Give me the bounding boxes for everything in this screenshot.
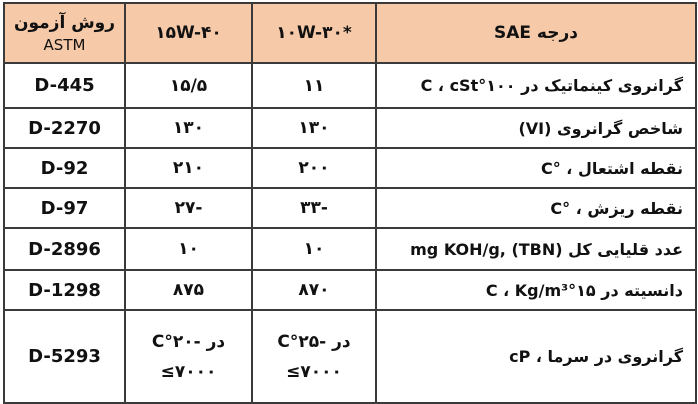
table-row: D-2270 ۱۳۰ ۱۳۰ شاخص گرانروی (VI) [3,107,697,149]
grade-10w30-cell: ۸۷۰ [251,269,377,311]
grade-10w30-cell: در -۲۵°C ≤۷۰۰۰ [251,309,377,404]
property-cell: گرانروی کینماتیک در ۱۰۰°C ، cSt [375,62,697,109]
oil-spec-table: روش آزمون ASTM ۱۵W-۴۰ ۱۰W-۳۰* درجه SAE D… [3,2,697,404]
header-row: روش آزمون ASTM ۱۵W-۴۰ ۱۰W-۳۰* درجه SAE [3,2,697,64]
table-row: D-445 ۱۵/۵ ۱۱ گرانروی کینماتیک در ۱۰۰°C … [3,62,697,109]
grade-15w40-cell: ۱۵/۵ [124,62,253,109]
grade-10w30-cell: ۱۰ [251,227,377,271]
grade-15w40-cell: -۲۷ [124,187,253,229]
grade-10w30-limit: ≤۷۰۰۰ [286,361,342,382]
header-astm-sub: ASTM [43,36,86,54]
grade-15w40-limit: ≤۷۰۰۰ [160,361,217,382]
header-astm: روش آزمون ASTM [3,2,126,64]
table-row: D-97 -۲۷ -۳۳ نقطه ریزش ، °C [3,187,697,229]
property-cell: گرانروی در سرما ، cP [375,309,697,404]
table-row: D-2896 ۱۰ ۱۰ عدد قلیایی کل (TBN) ,mg KOH… [3,227,697,271]
grade-10w30-cell: ۲۰۰ [251,147,377,189]
grade-15w40-temp: در -۲۰°C [151,331,226,352]
grade-15w40-cell: در -۲۰°C ≤۷۰۰۰ [124,309,253,404]
grade-15w40-cell: ۱۳۰ [124,107,253,149]
header-grade-10w30: ۱۰W-۳۰* [251,2,377,64]
astm-cell: D-2896 [3,227,126,271]
header-astm-title: روش آزمون [13,13,116,33]
property-cell: شاخص گرانروی (VI) [375,107,697,149]
property-cell: دانسیته در ۱۵°C ، Kg/m³ [375,269,697,311]
astm-cell: D-2270 [3,107,126,149]
property-cell: نقطه اشتعال ، °C [375,147,697,189]
astm-cell: D-92 [3,147,126,189]
table-row: D-92 ۲۱۰ ۲۰۰ نقطه اشتعال ، °C [3,147,697,189]
astm-cell: D-445 [3,62,126,109]
header-property: درجه SAE [375,2,697,64]
astm-cell: D-97 [3,187,126,229]
grade-10w30-cell: ۱۱ [251,62,377,109]
grade-15w40-cell: ۸۷۵ [124,269,253,311]
grade-10w30-temp: در -۲۵°C [277,331,351,352]
astm-cell: D-5293 [3,309,126,404]
grade-10w30-cell: -۳۳ [251,187,377,229]
table-row: D-5293 در -۲۰°C ≤۷۰۰۰ در -۲۵°C ≤۷۰۰۰ گرا… [3,309,697,404]
grade-15w40-cell: ۱۰ [124,227,253,271]
property-cell: نقطه ریزش ، °C [375,187,697,229]
astm-cell: D-1298 [3,269,126,311]
header-grade-15w40: ۱۵W-۴۰ [124,2,253,64]
property-cell: عدد قلیایی کل (TBN) ,mg KOH/g [375,227,697,271]
grade-15w40-cell: ۲۱۰ [124,147,253,189]
grade-10w30-cell: ۱۳۰ [251,107,377,149]
table-row: D-1298 ۸۷۵ ۸۷۰ دانسیته در ۱۵°C ، Kg/m³ [3,269,697,311]
